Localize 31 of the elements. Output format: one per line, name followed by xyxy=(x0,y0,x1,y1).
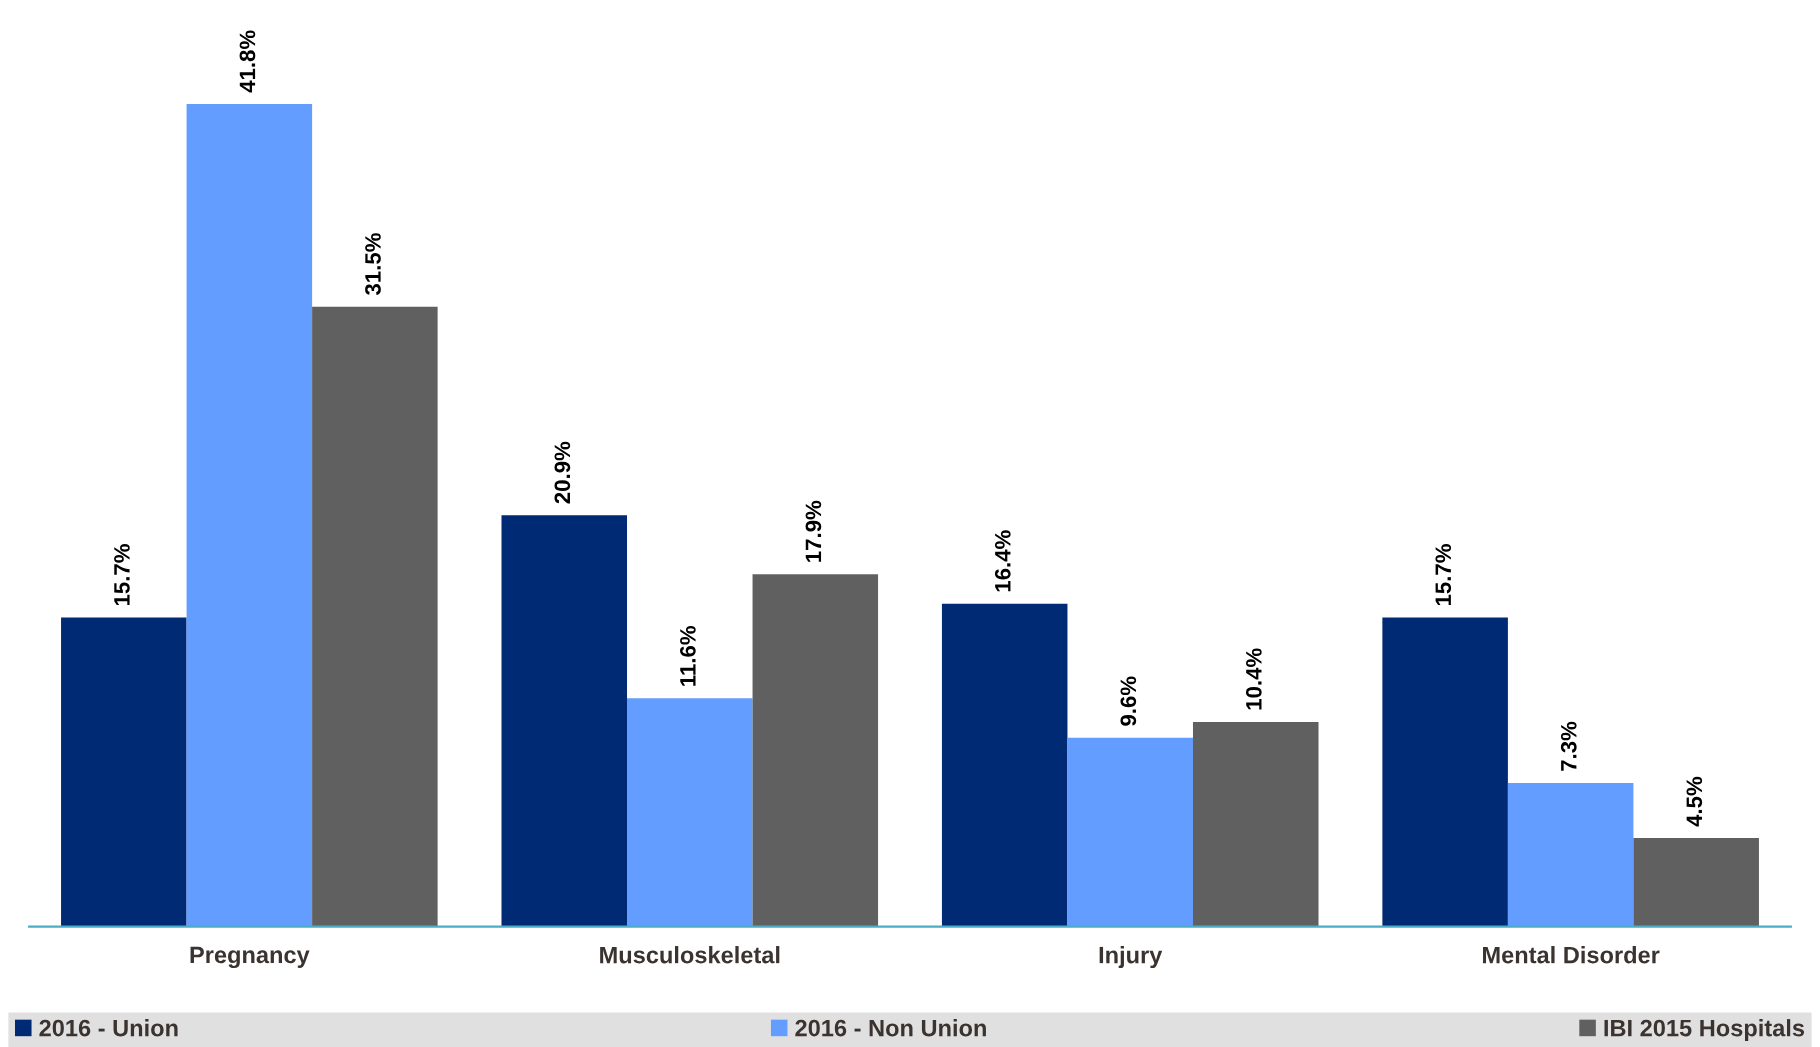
bar xyxy=(752,574,879,927)
data-label: 9.6% xyxy=(1120,676,1137,726)
data-label: 15.7% xyxy=(114,544,130,606)
data-label: 31.5% xyxy=(365,233,381,296)
bar xyxy=(941,603,1068,927)
data-label: 15.7% xyxy=(1435,544,1452,606)
data-label: 7.3% xyxy=(1560,721,1577,771)
x-tick-label: Musculoskeletal xyxy=(600,946,780,964)
bar xyxy=(1382,617,1508,927)
data-label: 41.8% xyxy=(239,30,256,93)
x-tick-label: Injury xyxy=(1099,946,1163,969)
bar xyxy=(1192,721,1319,927)
x-tick-label: Mental Disorder xyxy=(1483,946,1660,964)
data-label: 10.4% xyxy=(1245,648,1262,710)
bar xyxy=(1067,737,1193,927)
data-label: 20.9% xyxy=(554,441,571,504)
bar xyxy=(312,306,438,927)
bar xyxy=(186,103,313,927)
data-label: 17.9% xyxy=(805,500,822,562)
bar xyxy=(501,515,628,927)
data-label: 16.4% xyxy=(994,530,1011,592)
x-tick-label: Pregnancy xyxy=(190,946,310,969)
legend-label: 2016 - Union xyxy=(39,1019,178,1037)
data-label: 4.5% xyxy=(1686,776,1703,827)
data-label: 11.6% xyxy=(680,625,696,686)
legend-label: 2016 - Non Union xyxy=(795,1019,986,1037)
bar xyxy=(61,617,187,927)
bar xyxy=(1633,838,1759,927)
bar xyxy=(1507,782,1634,927)
bar xyxy=(627,698,753,927)
legend-label: IBI 2015 Hospitals xyxy=(1604,1019,1805,1042)
